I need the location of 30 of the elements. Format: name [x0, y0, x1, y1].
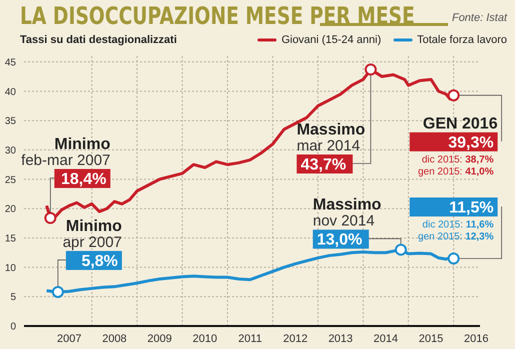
- x-tick-label: 2007: [56, 332, 82, 345]
- x-tick-label: 2015: [418, 332, 444, 345]
- legend-label: Totale forza lavoro: [417, 34, 507, 46]
- x-tick-label: 2016: [464, 332, 488, 345]
- x-tick-label: 2013: [328, 332, 353, 345]
- x-tick-label: 2009: [147, 332, 172, 345]
- y-tick-label: 10: [4, 262, 16, 274]
- y-tick-label: 0: [10, 322, 16, 333]
- y-tick-label: 35: [4, 116, 16, 128]
- x-tick-label: 2010: [192, 332, 218, 345]
- annotation: Massimo nov 2014 13,0%: [312, 196, 382, 249]
- annotation: Massimo mar 2014 43,7%: [296, 122, 366, 174]
- x-tick-label: 2011: [238, 332, 262, 345]
- annotation: Minimo feb-mar 2007 18,4%: [21, 136, 111, 188]
- source-note: Fonte: Istat: [450, 12, 508, 26]
- x-tick-label: 2014: [374, 332, 398, 345]
- y-tick-label: 15: [4, 234, 16, 245]
- chart-subtitle: Tassi su dati destagionalizzati: [20, 34, 178, 46]
- y-tick-label: 45: [4, 57, 16, 68]
- legend-label: Giovani (15-24 anni): [281, 34, 382, 46]
- y-tick-label: 30: [4, 145, 16, 156]
- y-tick-label: 20: [4, 204, 16, 216]
- x-tick-label: 2012: [283, 332, 308, 345]
- annotation: GEN 2016 39,3% dic 2015: 38,7% gen 2015: 41,0%: [418, 115, 498, 178]
- annotation: 11,5% dic 2015: 11,6% gen 2015: 12,3%: [418, 200, 494, 242]
- y-tick-label: 40: [4, 86, 16, 98]
- y-tick-label: 25: [4, 174, 16, 186]
- annotation: Minimo apr 2007 5,8%: [62, 218, 122, 270]
- y-tick-label: 5: [10, 292, 16, 304]
- x-tick-label: 2008: [102, 332, 127, 345]
